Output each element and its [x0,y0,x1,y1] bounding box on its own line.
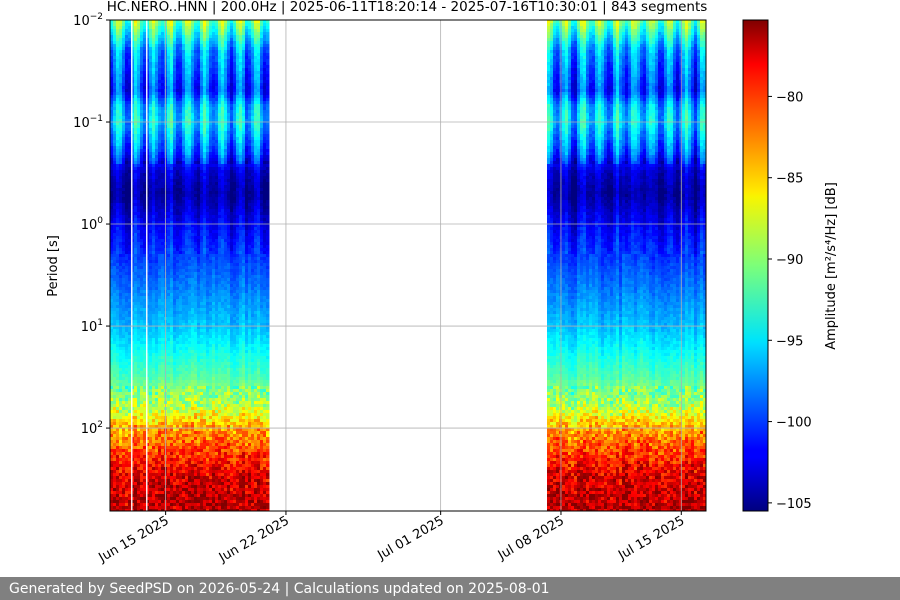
y-tick-exponent: 0 [97,216,103,226]
colorbar-tick-label: −95 [776,334,803,349]
plot-frame [109,19,707,512]
x-tick-label: Jun 22 2025 [216,513,292,566]
y-tick-exponent: 2 [97,420,103,430]
colorbar [742,19,769,512]
x-tick-label: Jul 08 2025 [495,513,567,563]
data-segment-2 [547,20,706,511]
x-tick-label: Jul 01 2025 [375,513,447,563]
y-tick-base: 10 [73,116,90,131]
footer-text: Generated by SeedPSD on 2026-05-24 | Cal… [9,581,550,597]
colorbar-tick-label: −100 [776,416,812,431]
y-tick-label: 10−2 [73,12,103,29]
chart-title: HC.NERO..HNN | 200.0Hz | 2025-06-11T18:2… [107,0,708,15]
y-tick-label: 102 [81,420,103,437]
y-axis-label: Period [s] [46,235,61,297]
y-tick-label: 10−1 [73,114,103,131]
y-tick-exponent: 1 [97,318,103,328]
data-gap [146,20,148,511]
colorbar-tick-label: −105 [776,497,812,512]
y-tick-label: 101 [81,318,103,335]
y-tick-exponent: −1 [90,114,103,124]
data-gap [131,20,133,511]
colorbar-label: Amplitude [m²/s⁴/Hz] [dB] [824,182,839,350]
data-segment-1 [110,20,270,511]
y-tick-exponent: −2 [90,12,103,22]
colorbar-ticks: −80 −85 −90 −95 −100 −105 [768,90,812,512]
footer-bar: Generated by SeedPSD on 2026-05-24 | Cal… [0,577,900,600]
colorbar-tick-label: −85 [776,172,803,187]
y-tick-base: 10 [81,320,98,335]
y-tick-base: 10 [73,14,90,29]
y-tick-base: 10 [81,422,98,437]
x-tick-label: Jun 15 2025 [96,513,172,566]
x-tick-label: Jul 15 2025 [615,513,687,563]
x-axis: Jun 15 2025 Jun 22 2025 Jul 01 2025 Jul 08 … [96,511,687,566]
colorbar-tick-label: −80 [776,90,803,105]
y-tick-base: 10 [81,218,98,233]
y-tick-label: 100 [81,216,104,233]
colorbar-tick-label: −90 [776,253,803,268]
spectrogram-data [110,20,706,511]
